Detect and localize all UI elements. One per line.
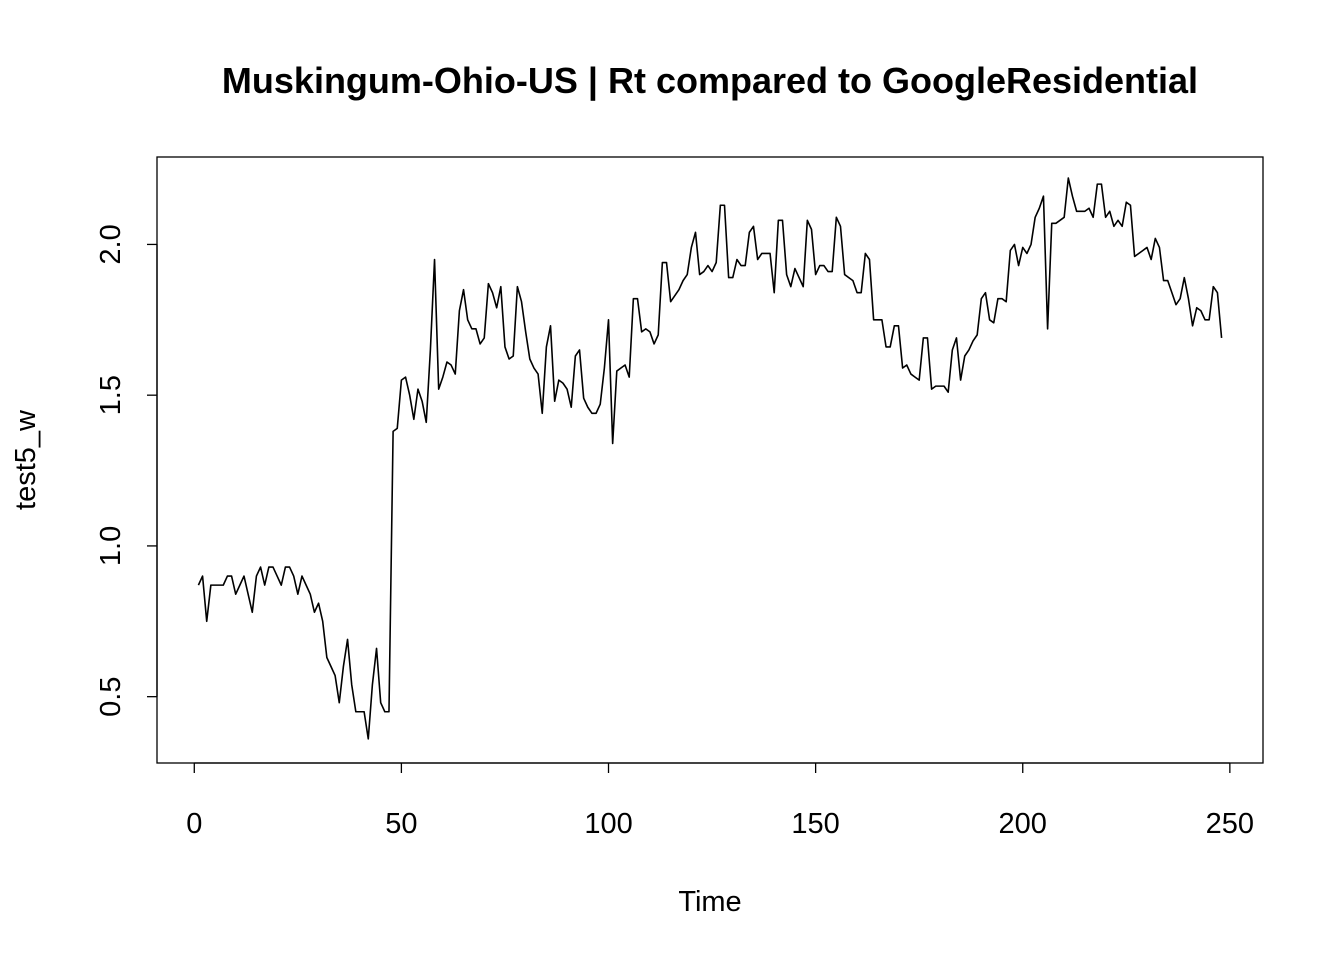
y-tick-label: 1.5 — [95, 375, 127, 415]
plot-frame — [156, 156, 1264, 764]
x-tick-label: 0 — [186, 808, 202, 840]
y-axis: 0.5 1.0 1.5 2.0 — [95, 224, 158, 717]
y-tick-label: 0.5 — [95, 677, 127, 717]
series-layer — [197, 177, 1223, 740]
x-tick-label: 150 — [791, 808, 839, 840]
x-tick-label: 250 — [1206, 808, 1254, 840]
x-axis: 0 50 100 150 200 250 — [186, 762, 1254, 840]
y-axis-label: test5_w — [10, 409, 42, 510]
chart-title: Muskingum-Ohio-US | Rt compared to Googl… — [222, 60, 1198, 102]
x-tick-label: 100 — [584, 808, 632, 840]
x-tick-label: 200 — [999, 808, 1047, 840]
series-line — [197, 177, 1223, 740]
y-tick-label: 1.0 — [95, 526, 127, 566]
y-tick-label: 2.0 — [95, 224, 127, 264]
x-axis-label: Time — [678, 886, 741, 918]
x-tick-label: 50 — [385, 808, 417, 840]
